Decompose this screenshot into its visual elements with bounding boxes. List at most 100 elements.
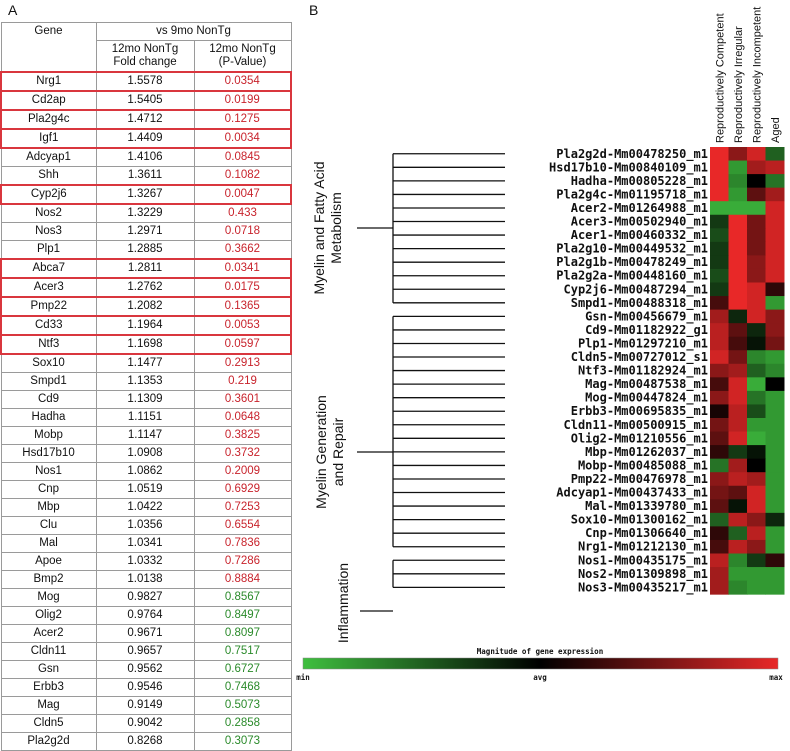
heatmap-cell [728,377,748,392]
heatmap-cell [747,160,766,175]
heatmap-cell [747,296,766,311]
heatmap-cell [710,363,729,378]
heatmap-cell [747,553,766,568]
heatmap-cell [765,350,785,365]
table-row: Hsd17b10 1.0908 0.3732 [0,444,292,463]
fold-change-header: 12mo NonTg Fold change [95,40,195,73]
table-row: Cd2ap 1.5405 0.0199 [0,90,292,111]
probe-label: Pla2g1b-Mm00478249_m1 [556,255,708,270]
gene-name-cell: Cnp [0,480,97,499]
p-value-cell: 0.433 [193,203,292,223]
table-row: Shh 1.3611 0.1082 [0,166,292,186]
heatmap-cell [710,214,729,229]
column-header: Reproductively Incompetent [751,7,763,143]
p-value-cell: 0.0047 [193,184,292,205]
probe-label: Cldn5-Mm00727012_s1 [571,350,708,365]
gene-name-cell: Bmp2 [0,570,97,589]
table-row: Clu 1.0356 0.6554 [0,516,292,535]
heatmap-cell [728,228,748,243]
heatmap-cell [728,404,748,419]
cluster-label: Myelin Generation [313,395,329,509]
probe-label: Acer3-Mm00502940_m1 [571,215,708,230]
heatmap-cell [765,404,785,419]
heatmap-cell [747,350,766,365]
fold-change-cell: 1.2811 [95,258,195,279]
panel-a-label: A [8,2,18,18]
heatmap-cell [747,241,766,256]
column-header: Aged [770,117,782,143]
table-row: Adcyap1 1.4106 0.0845 [0,147,292,167]
probe-label: Acer1-Mm00460332_m1 [571,228,708,243]
heatmap-cell [710,160,729,175]
probe-label: Cldn11-Mm00500915_m1 [564,418,709,433]
heatmap-cell [710,431,729,446]
fold-change-cell: 1.0356 [95,516,195,535]
heatmap-cell [765,268,785,283]
gene-name-cell: Acer3 [0,277,97,298]
heatmap-cell [728,241,748,256]
p-value-cell: 0.0341 [193,258,292,279]
p-value-cell: 0.7286 [193,552,292,571]
heatmap-cell [765,296,785,311]
heatmap-cell [710,445,729,460]
heatmap-cell [728,147,748,162]
p-value-cell: 0.1365 [193,296,292,317]
fold-change-cell: 1.1698 [95,334,195,355]
p-value-cell: 0.0597 [193,334,292,355]
heatmap-cell [747,282,766,297]
heatmap-cell [728,160,748,175]
heatmap-cell [747,445,766,460]
table-row: Pla2g2d 0.8268 0.3073 [0,732,292,751]
heatmap-cell [765,160,785,175]
dendrogram [357,153,505,612]
table-row: Ntf3 1.1698 0.0597 [0,334,292,355]
heatmap-cell [747,268,766,283]
p-value-cell: 0.0648 [193,408,292,427]
heatmap-cell [710,485,729,500]
cluster-label: Inflammation [335,563,351,643]
heatmap-cell [728,431,748,446]
heatmap-cell [710,336,729,351]
heatmap-cell [728,255,748,270]
heatmap-cell [710,350,729,365]
heatmap-cell [728,472,748,487]
table-row: Mbp 1.0422 0.7253 [0,498,292,517]
heatmap-cell [710,418,729,433]
heatmap-cell [728,485,748,500]
probe-label: Mbp-Mm01262037_m1 [585,445,708,460]
probe-label: Nos1-Mm00435175_m1 [578,553,708,568]
probe-label: Cyp2j6-Mm00487294_m1 [564,282,709,297]
heatmap-cell [747,214,766,229]
heatmap-cell [728,174,748,189]
heatmap-cell [710,187,729,202]
table-row: Igf1 1.4409 0.0034 [0,128,292,149]
heatmap-cell [728,201,748,216]
heatmap-cell [765,309,785,324]
heatmap-cell [747,174,766,189]
heatmap-cell [710,404,729,419]
probe-label: Pla2g10-Mm00449532_m1 [556,242,708,257]
table-row: Mobp 1.1147 0.3825 [0,426,292,445]
heatmap-cell [765,472,785,487]
heatmap-cell [728,390,748,405]
heatmap-cell [728,445,748,460]
heatmap-cell [747,323,766,338]
p-value-cell: 0.0034 [193,128,292,149]
probe-label: Mog-Mm00447824_m1 [585,391,708,406]
fold-change-cell: 0.8268 [95,732,195,751]
p-value-cell: 0.7517 [193,642,292,661]
table-row: Abca7 1.2811 0.0341 [0,258,292,279]
p-value-cell: 0.8884 [193,570,292,589]
cluster-label: and Repair [330,417,346,486]
heatmap-cell [765,539,785,554]
gene-name-cell: Cldn5 [0,714,97,733]
fold-change-cell: 1.1309 [95,390,195,409]
heatmap-row-labels: Pla2g2d-Mm00478250_m1Hsd17b10-Mm00840109… [549,147,708,596]
heatmap-cell [728,323,748,338]
probe-label: Smpd1-Mm00488318_m1 [571,296,708,311]
table-row: Pla2g4c 1.4712 0.1275 [0,109,292,130]
fold-change-cell: 1.4409 [95,128,195,149]
heatmap-cell [710,512,729,527]
heatmap-cell [710,255,729,270]
heatmap-cell [765,499,785,514]
